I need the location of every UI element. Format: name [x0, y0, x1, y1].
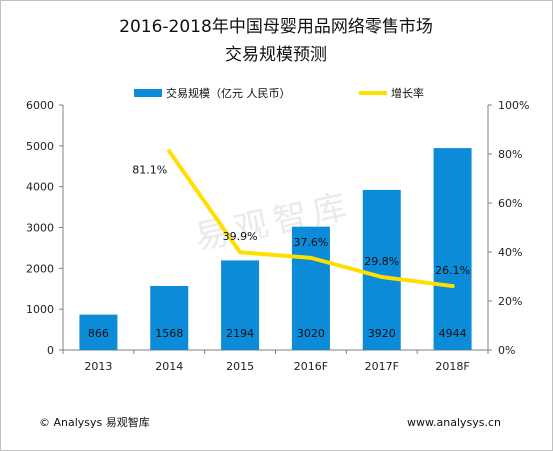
legend: 交易规模（亿元 人民币） 增长率 [134, 86, 424, 100]
axes: 0 1000 2000 3000 4000 5000 6000 0% 20% 40% 60% 80% 1… [26, 99, 529, 373]
growth-data-label: 39.9% [223, 230, 258, 243]
bar [150, 285, 189, 350]
y-right-tick-label: 100% [498, 99, 529, 112]
bars: 866 1568 2194 3020 3920 4944 [79, 148, 472, 350]
legend-bar-swatch [134, 89, 162, 97]
bar [79, 314, 118, 350]
bar-data-label: 1568 [155, 327, 183, 340]
growth-data-label: 29.8% [364, 255, 399, 268]
growth-data-label: 26.1% [435, 264, 470, 277]
y-left-tick-label: 6000 [26, 99, 54, 112]
bar-data-label: 866 [88, 327, 109, 340]
legend-bar-label: 交易规模（亿元 人民币） [166, 86, 291, 100]
y-left-tick-label: 1000 [26, 303, 54, 316]
y-right-tick-label: 40% [498, 246, 522, 259]
y-right-tick-label: 20% [498, 295, 522, 308]
growth-line: 81.1% 39.9% 37.6% 29.8% 26.1% [132, 149, 470, 289]
bar-data-label: 2194 [226, 327, 254, 340]
y-right-tick-label: 80% [498, 148, 522, 161]
y-left-tick-label: 3000 [26, 222, 54, 235]
legend-line-label: 增长率 [391, 86, 424, 100]
y-left-tick-label: 5000 [26, 140, 54, 153]
x-tick-label: 2016F [294, 360, 328, 373]
footer-copyright: © Analysys 易观智库 [39, 415, 150, 429]
bar-data-label: 3020 [297, 327, 325, 340]
x-tick-label: 2013 [84, 360, 112, 373]
x-tick-label: 2015 [226, 360, 254, 373]
chart-subtitle: 交易规模预测 [225, 45, 327, 65]
growth-data-label: 37.6% [293, 236, 328, 249]
bar [291, 226, 330, 350]
bar [362, 189, 401, 350]
y-left-tick-label: 0 [47, 344, 54, 357]
growth-line-point [238, 250, 243, 255]
x-tick-label: 2017F [365, 360, 399, 373]
chart-title: 2016-2018年中国母婴用品网络零售市场 [119, 17, 433, 37]
y-left-tick-label: 2000 [26, 262, 54, 275]
bar-data-label: 4944 [439, 327, 467, 340]
y-left-tick-label: 4000 [26, 181, 54, 194]
x-tick-label: 2014 [155, 360, 183, 373]
footer-url: www.analysys.cn [407, 416, 501, 429]
watermark-text: 易观智库 [191, 186, 356, 258]
bar [221, 260, 260, 350]
x-tick-label: 2018F [435, 360, 469, 373]
growth-line-point [308, 255, 313, 260]
growth-line-point [450, 284, 455, 289]
growth-line-point [379, 274, 384, 279]
y-right-tick-label: 0% [498, 344, 515, 357]
bar [433, 148, 472, 350]
growth-line-point [167, 149, 172, 154]
bar-data-label: 3920 [368, 327, 396, 340]
growth-data-label: 81.1% [132, 163, 167, 176]
y-right-tick-label: 60% [498, 197, 522, 210]
